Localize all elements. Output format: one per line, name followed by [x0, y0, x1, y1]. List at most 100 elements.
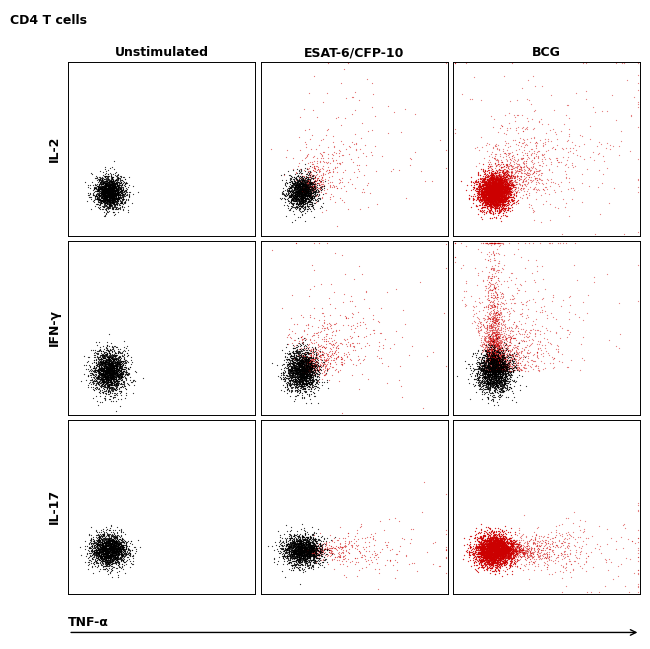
Point — [103, 543, 114, 553]
Point — [486, 553, 497, 563]
Point — [476, 173, 487, 183]
Point — [294, 545, 305, 555]
Point — [298, 366, 308, 376]
Point — [300, 535, 310, 545]
Point — [489, 365, 500, 375]
Point — [488, 180, 499, 191]
Point — [110, 372, 120, 382]
Point — [108, 197, 118, 208]
Point — [300, 180, 311, 190]
Point — [489, 186, 499, 197]
Point — [488, 208, 498, 218]
Point — [495, 167, 505, 177]
Point — [305, 537, 315, 547]
Point — [502, 189, 512, 199]
Point — [536, 175, 547, 185]
Point — [299, 183, 309, 193]
Point — [488, 350, 499, 361]
Point — [117, 358, 127, 368]
Point — [287, 553, 298, 563]
Point — [304, 368, 314, 378]
Point — [120, 375, 131, 386]
Point — [487, 543, 497, 553]
Point — [105, 534, 115, 545]
Point — [495, 200, 505, 210]
Point — [292, 546, 303, 557]
Point — [291, 196, 301, 206]
Point — [473, 142, 483, 153]
Point — [90, 548, 101, 559]
Point — [505, 536, 515, 546]
Point — [489, 350, 500, 361]
Point — [515, 328, 525, 339]
Point — [293, 374, 304, 385]
Point — [489, 300, 499, 310]
Point — [491, 165, 501, 176]
Point — [106, 541, 116, 552]
Point — [513, 539, 523, 550]
Point — [292, 543, 303, 554]
Point — [488, 165, 499, 176]
Point — [297, 177, 307, 188]
Point — [99, 182, 110, 193]
Point — [524, 163, 534, 173]
Point — [478, 387, 489, 397]
Point — [556, 228, 567, 239]
Point — [489, 547, 499, 557]
Point — [497, 342, 508, 352]
Point — [492, 349, 502, 360]
Point — [298, 344, 308, 354]
Point — [492, 186, 502, 196]
Point — [487, 550, 497, 560]
Point — [512, 187, 523, 197]
Point — [522, 148, 532, 158]
Point — [489, 348, 500, 358]
Point — [532, 548, 542, 559]
Point — [286, 361, 296, 372]
Point — [491, 186, 502, 196]
Point — [507, 179, 517, 190]
Point — [92, 378, 103, 389]
Point — [294, 372, 305, 382]
Point — [483, 362, 493, 373]
Point — [484, 360, 495, 371]
Point — [301, 185, 311, 195]
Point — [494, 178, 504, 188]
Point — [293, 168, 304, 178]
Point — [98, 548, 109, 558]
Point — [534, 365, 545, 376]
Point — [299, 367, 309, 377]
Point — [508, 180, 518, 191]
Point — [92, 188, 103, 199]
Point — [122, 367, 133, 378]
Point — [499, 170, 510, 180]
Point — [314, 370, 324, 380]
Point — [499, 179, 510, 190]
Point — [104, 380, 114, 390]
Point — [281, 175, 291, 186]
Point — [98, 544, 109, 554]
Point — [294, 372, 304, 382]
Point — [499, 199, 510, 210]
Point — [543, 238, 554, 248]
Point — [289, 537, 299, 548]
Point — [481, 193, 491, 204]
Point — [301, 363, 311, 373]
Point — [491, 182, 502, 192]
Point — [326, 543, 336, 554]
Point — [286, 171, 296, 181]
Point — [292, 530, 302, 541]
Point — [495, 191, 505, 202]
Point — [109, 183, 119, 193]
Point — [495, 183, 505, 193]
Point — [492, 175, 502, 186]
Point — [515, 543, 525, 554]
Point — [474, 552, 484, 562]
Point — [500, 547, 511, 557]
Point — [101, 203, 111, 214]
Point — [499, 186, 510, 196]
Point — [287, 326, 298, 336]
Point — [484, 382, 495, 393]
Point — [307, 546, 318, 556]
Point — [293, 531, 304, 541]
